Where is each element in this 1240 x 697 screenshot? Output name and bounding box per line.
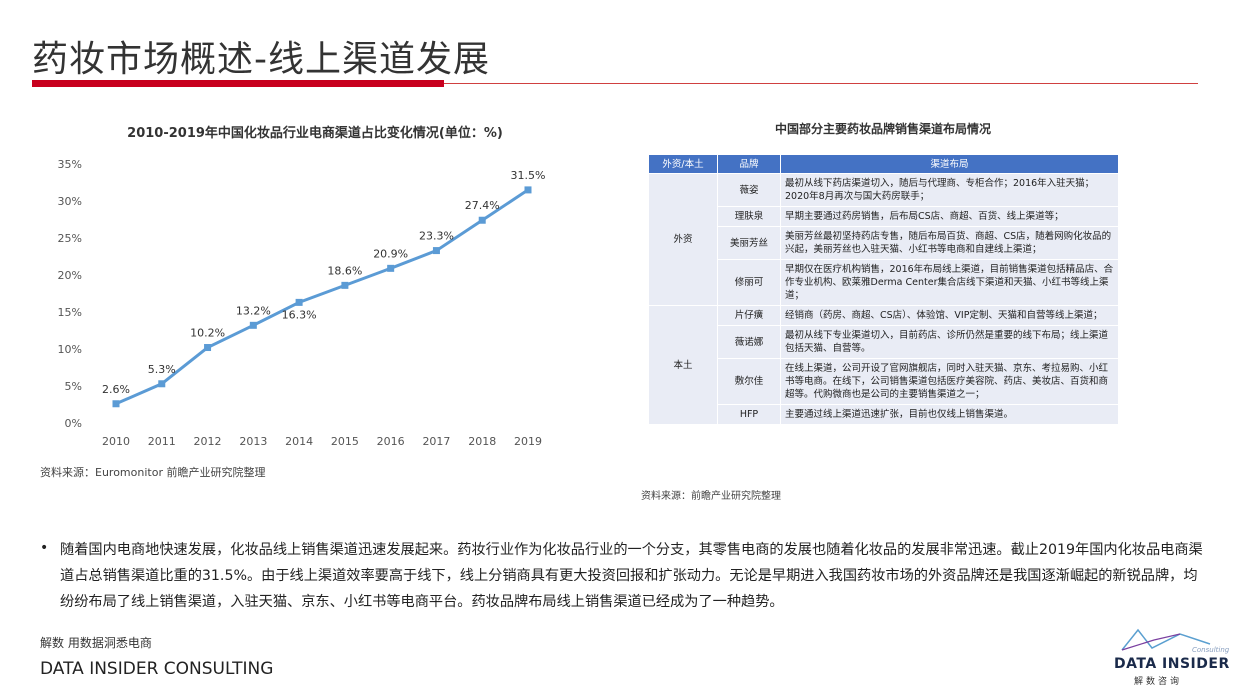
footer-company: DATA INSIDER CONSULTING — [40, 659, 274, 679]
y-tick-label: 10% — [58, 343, 82, 356]
table-header-brand: 品牌 — [717, 154, 781, 174]
logo-mark-icon — [1121, 628, 1211, 651]
y-tick-label: 25% — [58, 232, 82, 245]
logo-sub: Consulting — [1192, 646, 1230, 654]
data-point — [204, 344, 212, 352]
title-accent-bar — [32, 80, 444, 87]
data-point — [524, 186, 532, 194]
channel-cell: 早期仅在医疗机构销售，2016年布局线上渠道，目前销售渠道包括精品店、合作专业机… — [780, 259, 1119, 306]
data-label: 2.6% — [102, 383, 130, 396]
data-label: 27.4% — [465, 199, 500, 212]
table-row: 理肤泉 早期主要通过药房销售，后布局CS店、商超、百货、线上渠道等； — [649, 206, 1119, 227]
data-point — [295, 298, 303, 306]
data-label: 23.3% — [419, 230, 454, 243]
bullet-text: 随着国内电商地快速发展，化妆品线上销售渠道迅速发展起来。药妆行业作为化妆品行业的… — [60, 542, 1203, 610]
channel-cell: 在线上渠道，公司开设了官网旗舰店，同时入驻天猫、京东、考拉易购、小红书等电商。在… — [780, 358, 1119, 405]
data-point — [478, 216, 486, 224]
table-row: 薇诺娜 最初从线下专业渠道切入，目前药店、诊所仍然是重要的线下布局；线上渠道包括… — [649, 325, 1119, 359]
channel-cell: 经销商（药房、商超、CS店）、体验馆、VIP定制、天猫和自营等线上渠道； — [780, 305, 1119, 326]
table-row: 修丽可 早期仅在医疗机构销售，2016年布局线上渠道，目前销售渠道包括精品店、合… — [649, 259, 1119, 306]
y-tick-label: 5% — [65, 380, 82, 393]
table-row: 美丽芳丝 美丽芳丝最初坚持药店专售，随后布局百货、商超、CS店，随着网购化妆品的… — [649, 226, 1119, 260]
brand-cell: 片仔癀 — [717, 305, 781, 326]
brand-cell: 美丽芳丝 — [717, 226, 781, 260]
data-point — [249, 321, 257, 329]
title-underline — [32, 83, 1198, 84]
y-tick-label: 15% — [58, 306, 82, 319]
chart-source: 资料来源：Euromonitor 前瞻产业研究院整理 — [40, 466, 266, 479]
data-label: 16.3% — [282, 308, 317, 321]
x-tick-label: 2018 — [468, 435, 496, 448]
data-label: 20.9% — [373, 247, 408, 260]
logo-name: DATA INSIDER — [1114, 656, 1230, 672]
data-label: 31.5% — [511, 169, 546, 182]
table-source: 资料来源：前瞻产业研究院整理 — [641, 491, 781, 502]
y-tick-label: 0% — [65, 417, 82, 430]
y-tick-label: 35% — [58, 158, 82, 171]
x-tick-label: 2019 — [514, 435, 542, 448]
table-row: HFP 主要通过线上渠道迅速扩张，目前也仅线上销售渠道。 — [649, 404, 1119, 425]
brand-cell: 修丽可 — [717, 259, 781, 306]
brand-cell: 理肤泉 — [717, 206, 781, 227]
data-point — [158, 380, 166, 388]
x-tick-label: 2012 — [194, 435, 222, 448]
data-point — [432, 247, 440, 255]
chart-title: 2010-2019年中国化妆品行业电商渠道占比变化情况(单位：%) — [127, 126, 503, 141]
table-header-channel: 渠道布局 — [780, 154, 1119, 174]
channel-cell: 早期主要通过药房销售，后布局CS店、商超、百货、线上渠道等； — [780, 206, 1119, 227]
x-tick-label: 2015 — [331, 435, 359, 448]
data-label: 18.6% — [327, 264, 362, 277]
channel-cell: 最初从线下专业渠道切入，目前药店、诊所仍然是重要的线下布局；线上渠道包括天猫、自… — [780, 325, 1119, 359]
channel-cell: 最初从线下药店渠道切入，随后与代理商、专柜合作；2016年入驻天猫；2020年8… — [780, 173, 1119, 207]
channel-cell: 主要通过线上渠道迅速扩张，目前也仅线上销售渠道。 — [780, 404, 1119, 425]
table-title: 中国部分主要药妆品牌销售渠道布局情况 — [774, 122, 991, 136]
bullet-marker: • — [40, 540, 49, 556]
page-title: 药妆市场概述-线上渠道发展 — [32, 39, 490, 80]
footer-slogan: 解数 用数据洞悉电商 — [40, 636, 152, 650]
brand-cell: 薇姿 — [717, 173, 781, 207]
y-tick-label: 30% — [58, 195, 82, 208]
data-point — [112, 400, 120, 408]
y-tick-label: 20% — [58, 269, 82, 282]
brand-cell: HFP — [717, 404, 781, 425]
channel-cell: 美丽芳丝最初坚持药店专售，随后布局百货、商超、CS店，随着网购化妆品的兴起，美丽… — [780, 226, 1119, 260]
x-tick-label: 2013 — [239, 435, 267, 448]
brand-channel-table: 外资/本土 品牌 渠道布局 外资 薇姿 最初从线下药店渠道切入，随后与代理商、专… — [648, 154, 1119, 425]
table-row: 本土 片仔癀 经销商（药房、商超、CS店）、体验馆、VIP定制、天猫和自营等线上… — [648, 305, 1119, 425]
data-insider-logo: Consulting DATA INSIDER 解数咨询 — [1108, 624, 1230, 690]
table-row: 敷尔佳 在线上渠道，公司开设了官网旗舰店，同时入驻天猫、京东、考拉易购、小红书等… — [649, 358, 1119, 405]
x-tick-label: 2014 — [285, 435, 313, 448]
data-label: 10.2% — [190, 327, 225, 340]
table-header-origin: 外资/本土 — [648, 154, 718, 174]
origin-cell: 外资 — [648, 173, 718, 306]
x-tick-label: 2017 — [422, 435, 450, 448]
logo-cn: 解数咨询 — [1134, 677, 1183, 687]
data-point — [387, 264, 395, 272]
data-label: 13.2% — [236, 304, 271, 317]
line-chart: 0% 5% 10% 15% 20% 25% 30% 35% 2010 2011 2012 2013 20… — [58, 158, 546, 448]
data-label: 5.3% — [148, 363, 176, 376]
origin-cell: 本土 — [648, 305, 718, 425]
brand-cell: 薇诺娜 — [717, 325, 781, 359]
x-tick-label: 2016 — [377, 435, 405, 448]
brand-cell: 敷尔佳 — [717, 358, 781, 405]
series-line — [115, 188, 529, 406]
x-tick-label: 2010 — [102, 435, 130, 448]
data-point — [341, 281, 349, 289]
table-row: 外资 薇姿 最初从线下药店渠道切入，随后与代理商、专柜合作；2016年入驻天猫；… — [648, 173, 1119, 306]
x-tick-label: 2011 — [148, 435, 176, 448]
